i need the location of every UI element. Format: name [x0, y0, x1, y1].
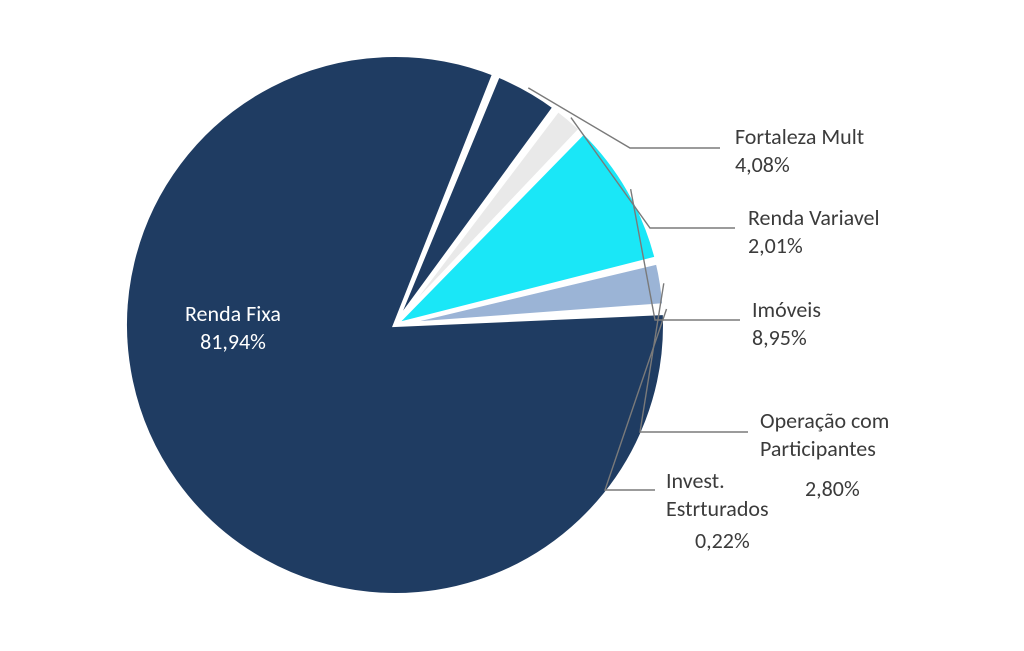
callout-renda_variavel: Renda Variavel2,01%	[748, 204, 880, 259]
pie-svg	[0, 0, 1024, 651]
callout-fortaleza_mult: Fortaleza Mult4,08%	[735, 123, 864, 178]
callout-value: 2,01%	[748, 232, 880, 260]
callout-name-line: Imóveis	[752, 296, 821, 324]
callout-value-operacao_part: 2,80%	[805, 475, 860, 503]
callout-value-invest_estr: 0,22%	[695, 527, 750, 555]
callout-operacao_part: Operação comParticipantes	[760, 407, 889, 462]
callout-value: 8,95%	[752, 324, 821, 352]
slice-value: 81,94%	[185, 328, 281, 356]
callout-imoveis: Imóveis8,95%	[752, 296, 821, 351]
callout-name-line: Invest.	[666, 467, 769, 495]
callout-name-line: Fortaleza Mult	[735, 123, 864, 151]
pie-chart: Renda Fixa81,94% Fortaleza Mult4,08% Renda…	[0, 0, 1024, 651]
callout-name-line: Operação com	[760, 407, 889, 435]
slice-label-renda_fixa: Renda Fixa81,94%	[185, 300, 281, 355]
callout-invest_estr: Invest.Estrturados	[666, 467, 769, 522]
callout-name-line: Participantes	[760, 435, 889, 463]
callout-value: 4,08%	[735, 151, 864, 179]
callout-name-line: Renda Variavel	[748, 204, 880, 232]
slice-name: Renda Fixa	[185, 300, 281, 328]
callout-name-line: Estrturados	[666, 495, 769, 523]
